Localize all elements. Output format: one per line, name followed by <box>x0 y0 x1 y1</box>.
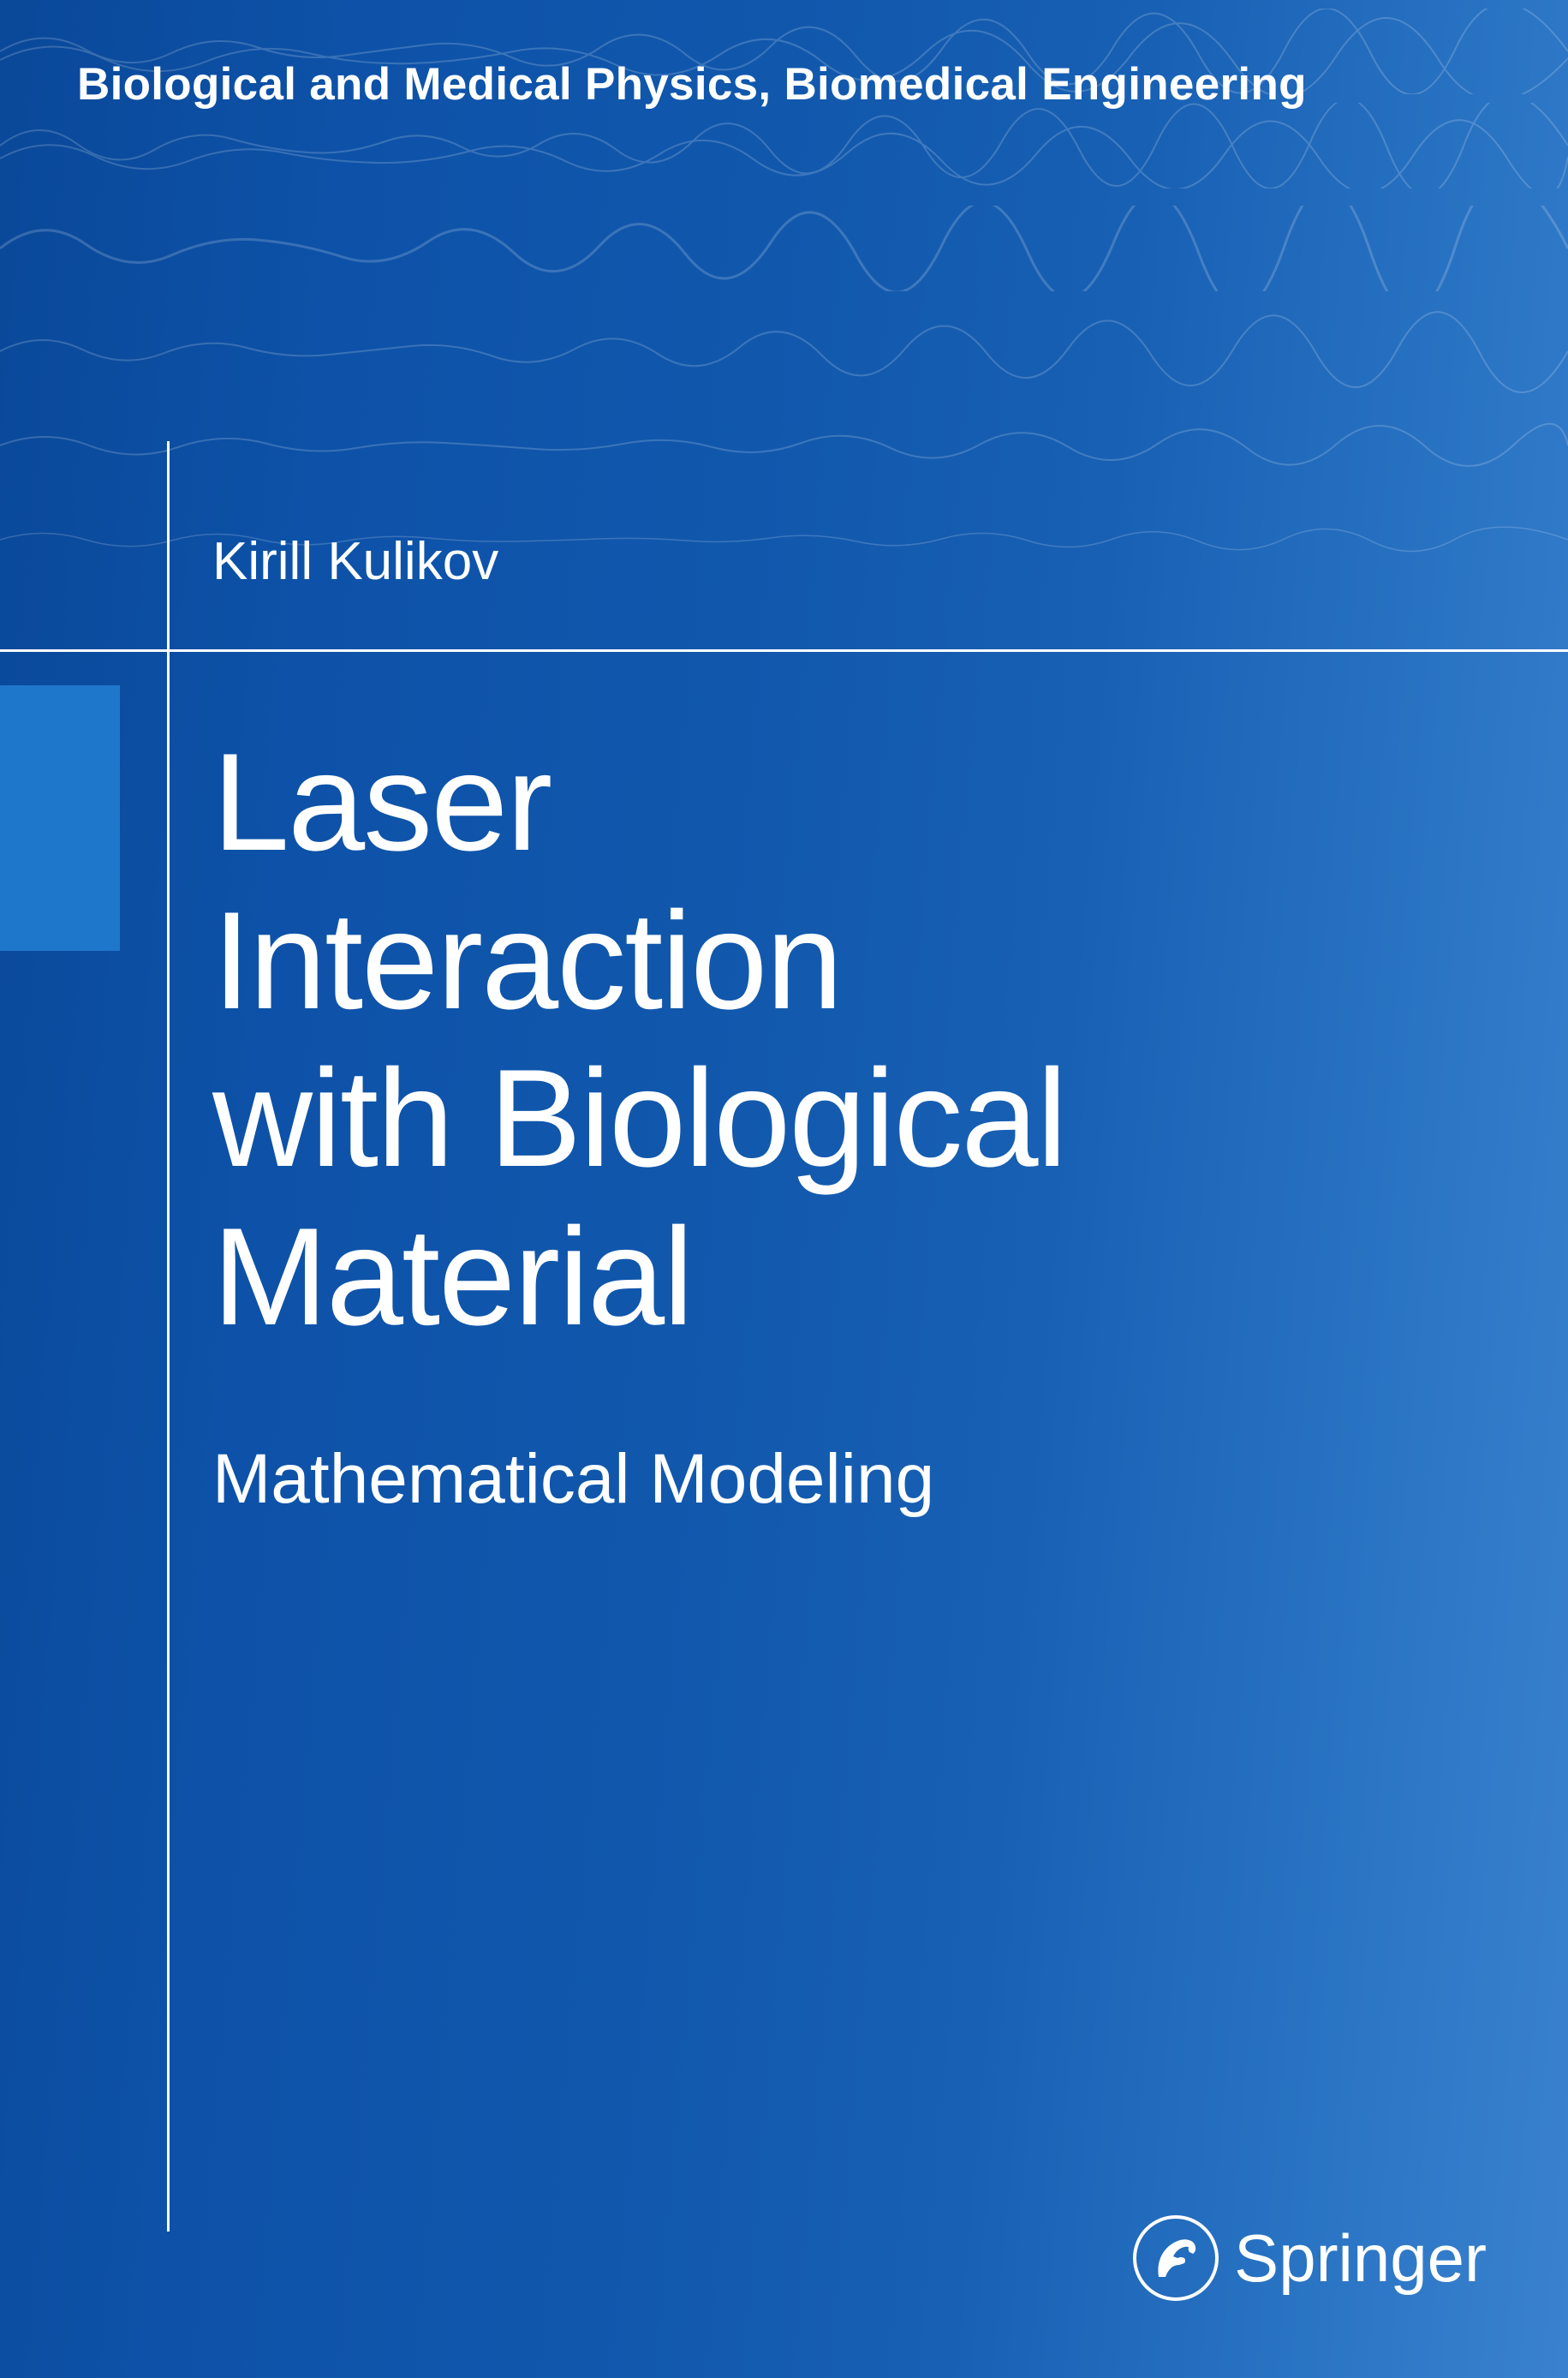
book-cover: Biological and Medical Physics, Biomedic… <box>0 0 1568 2378</box>
publisher-name: Springer <box>1234 2220 1487 2297</box>
series-label: Biological and Medical Physics, Biomedic… <box>77 58 1307 111</box>
horizontal-divider <box>0 649 1568 652</box>
vertical-divider <box>167 441 170 2232</box>
title-line: with Biological <box>212 1040 1066 1198</box>
book-subtitle: Mathematical Modeling <box>212 1439 934 1520</box>
title-line: Interaction <box>212 882 1066 1041</box>
publisher: Springer <box>1133 2215 1487 2301</box>
springer-horse-icon <box>1133 2215 1219 2301</box>
title-line: Material <box>212 1198 1066 1357</box>
accent-block <box>0 685 120 951</box>
book-title: Laser Interaction with Biological Materi… <box>212 724 1066 1357</box>
title-line: Laser <box>212 724 1066 882</box>
author-name: Kirill Kulikov <box>212 531 498 592</box>
